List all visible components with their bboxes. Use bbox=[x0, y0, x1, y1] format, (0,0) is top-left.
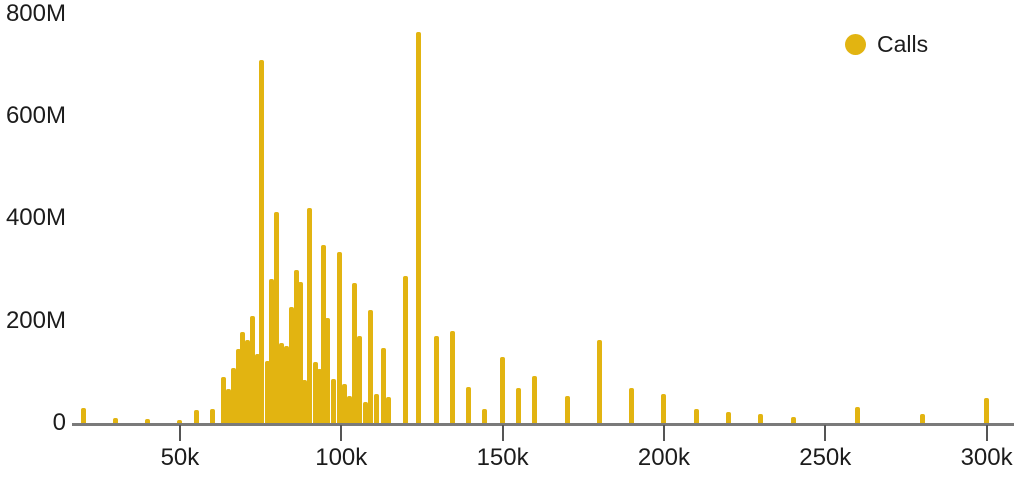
bar-calls-78.5k[interactable] bbox=[269, 279, 275, 423]
bar-calls-74k[interactable] bbox=[254, 353, 260, 423]
x-axis-tick-200k bbox=[662, 425, 665, 441]
bar-calls-94.5k[interactable] bbox=[321, 245, 327, 423]
bar-calls-180k[interactable] bbox=[596, 340, 602, 423]
bar-calls-104k[interactable] bbox=[351, 283, 357, 423]
bar-calls-60k[interactable] bbox=[209, 408, 215, 423]
bar-calls-55k[interactable] bbox=[193, 410, 199, 423]
bar-calls-300k[interactable] bbox=[984, 398, 990, 423]
legend-label: Calls bbox=[877, 31, 929, 57]
bar-calls-69.5k[interactable] bbox=[240, 331, 246, 423]
y-axis-label-200M: 200M bbox=[5, 306, 66, 334]
bar-calls-87.5k[interactable] bbox=[298, 282, 304, 423]
bar-calls-65k[interactable] bbox=[225, 388, 231, 423]
bar-calls-93.2k[interactable] bbox=[316, 369, 322, 423]
bar-calls-83k[interactable] bbox=[283, 346, 289, 423]
x-axis-tick-300k bbox=[985, 425, 988, 441]
bar-calls-119.8k[interactable] bbox=[402, 276, 408, 423]
bar-calls-113k[interactable] bbox=[380, 348, 386, 423]
bar-calls-260k[interactable] bbox=[855, 406, 861, 423]
bar-calls-95.8k[interactable] bbox=[325, 318, 331, 423]
x-axis-label-250k: 250k bbox=[799, 444, 852, 471]
bar-calls-139.5k[interactable] bbox=[466, 387, 472, 423]
bar-calls-210k[interactable] bbox=[693, 408, 699, 423]
bar-calls-81.5k[interactable] bbox=[279, 342, 285, 423]
bar-calls-280k[interactable] bbox=[919, 413, 925, 423]
x-axis-label-100k: 100k bbox=[315, 444, 368, 471]
bar-calls-92k[interactable] bbox=[312, 361, 318, 423]
x-axis-tick-150k bbox=[501, 425, 504, 441]
bar-calls-63.5k[interactable] bbox=[220, 376, 226, 423]
bar-calls-80k[interactable] bbox=[274, 212, 280, 423]
bar-calls-77k[interactable] bbox=[264, 360, 270, 423]
bar-calls-114.5k[interactable] bbox=[385, 396, 391, 423]
y-axis-label-400M: 400M bbox=[5, 204, 66, 232]
bar-calls-101k[interactable] bbox=[341, 383, 347, 423]
bar-calls-20k[interactable] bbox=[80, 407, 86, 423]
x-axis-line bbox=[72, 423, 1014, 426]
bar-calls-75.3k[interactable] bbox=[259, 59, 265, 423]
bar-calls-111k[interactable] bbox=[374, 393, 380, 423]
bar-calls-230k[interactable] bbox=[758, 414, 764, 423]
bar-calls-84.5k[interactable] bbox=[288, 307, 294, 423]
calls-series-dot-icon bbox=[845, 34, 866, 55]
bar-calls-102.5k[interactable] bbox=[346, 395, 352, 423]
bar-calls-155k[interactable] bbox=[516, 388, 522, 423]
bar-calls-71k[interactable] bbox=[245, 340, 251, 423]
bar-calls-190k[interactable] bbox=[629, 388, 635, 423]
bar-calls-144.5k[interactable] bbox=[482, 408, 488, 423]
bar-calls-160k[interactable] bbox=[532, 375, 538, 423]
bar-calls-129.5k[interactable] bbox=[433, 336, 439, 423]
bar-calls-107.5k[interactable] bbox=[362, 401, 368, 423]
x-axis-label-200k: 200k bbox=[637, 444, 690, 471]
x-axis-tick-250k bbox=[824, 425, 827, 441]
y-axis-label-600M: 600M bbox=[5, 102, 66, 130]
bar-calls-66.5k[interactable] bbox=[230, 367, 236, 423]
bar-calls-68k[interactable] bbox=[235, 348, 241, 423]
bar-calls-220k[interactable] bbox=[725, 411, 731, 423]
bar-calls-90k[interactable] bbox=[306, 208, 312, 423]
y-axis-label-800M: 800M bbox=[5, 0, 66, 27]
bar-calls-109k[interactable] bbox=[367, 310, 373, 423]
bar-calls-30k[interactable] bbox=[112, 417, 118, 423]
bar-calls-97.5k[interactable] bbox=[330, 378, 336, 423]
bar-calls-200k[interactable] bbox=[661, 393, 667, 423]
bar-calls-40k[interactable] bbox=[145, 418, 151, 423]
x-axis-label-150k: 150k bbox=[476, 444, 529, 471]
bar-calls-72.5k[interactable] bbox=[250, 315, 256, 423]
legend-item-calls[interactable]: Calls bbox=[845, 33, 928, 56]
bar-calls-99.5k[interactable] bbox=[337, 252, 343, 423]
x-axis-tick-100k bbox=[340, 425, 343, 441]
bar-calls-134.5k[interactable] bbox=[450, 330, 456, 423]
x-axis-tick-50k bbox=[178, 425, 181, 441]
bar-calls-50k[interactable] bbox=[177, 420, 183, 423]
bar-calls-150k[interactable] bbox=[500, 356, 506, 423]
bar-calls-86k[interactable] bbox=[293, 270, 299, 423]
x-axis-label-300k: 300k bbox=[960, 444, 1013, 471]
bar-calls-105.5k[interactable] bbox=[356, 335, 362, 423]
bar-calls-88.7k[interactable] bbox=[302, 379, 308, 423]
y-axis-label-0: 0 bbox=[52, 409, 66, 436]
x-axis-label-50k: 50k bbox=[160, 444, 200, 471]
bar-calls-240k[interactable] bbox=[790, 416, 796, 423]
bar-calls-124k[interactable] bbox=[416, 31, 422, 423]
bar-calls-170k[interactable] bbox=[564, 396, 570, 423]
